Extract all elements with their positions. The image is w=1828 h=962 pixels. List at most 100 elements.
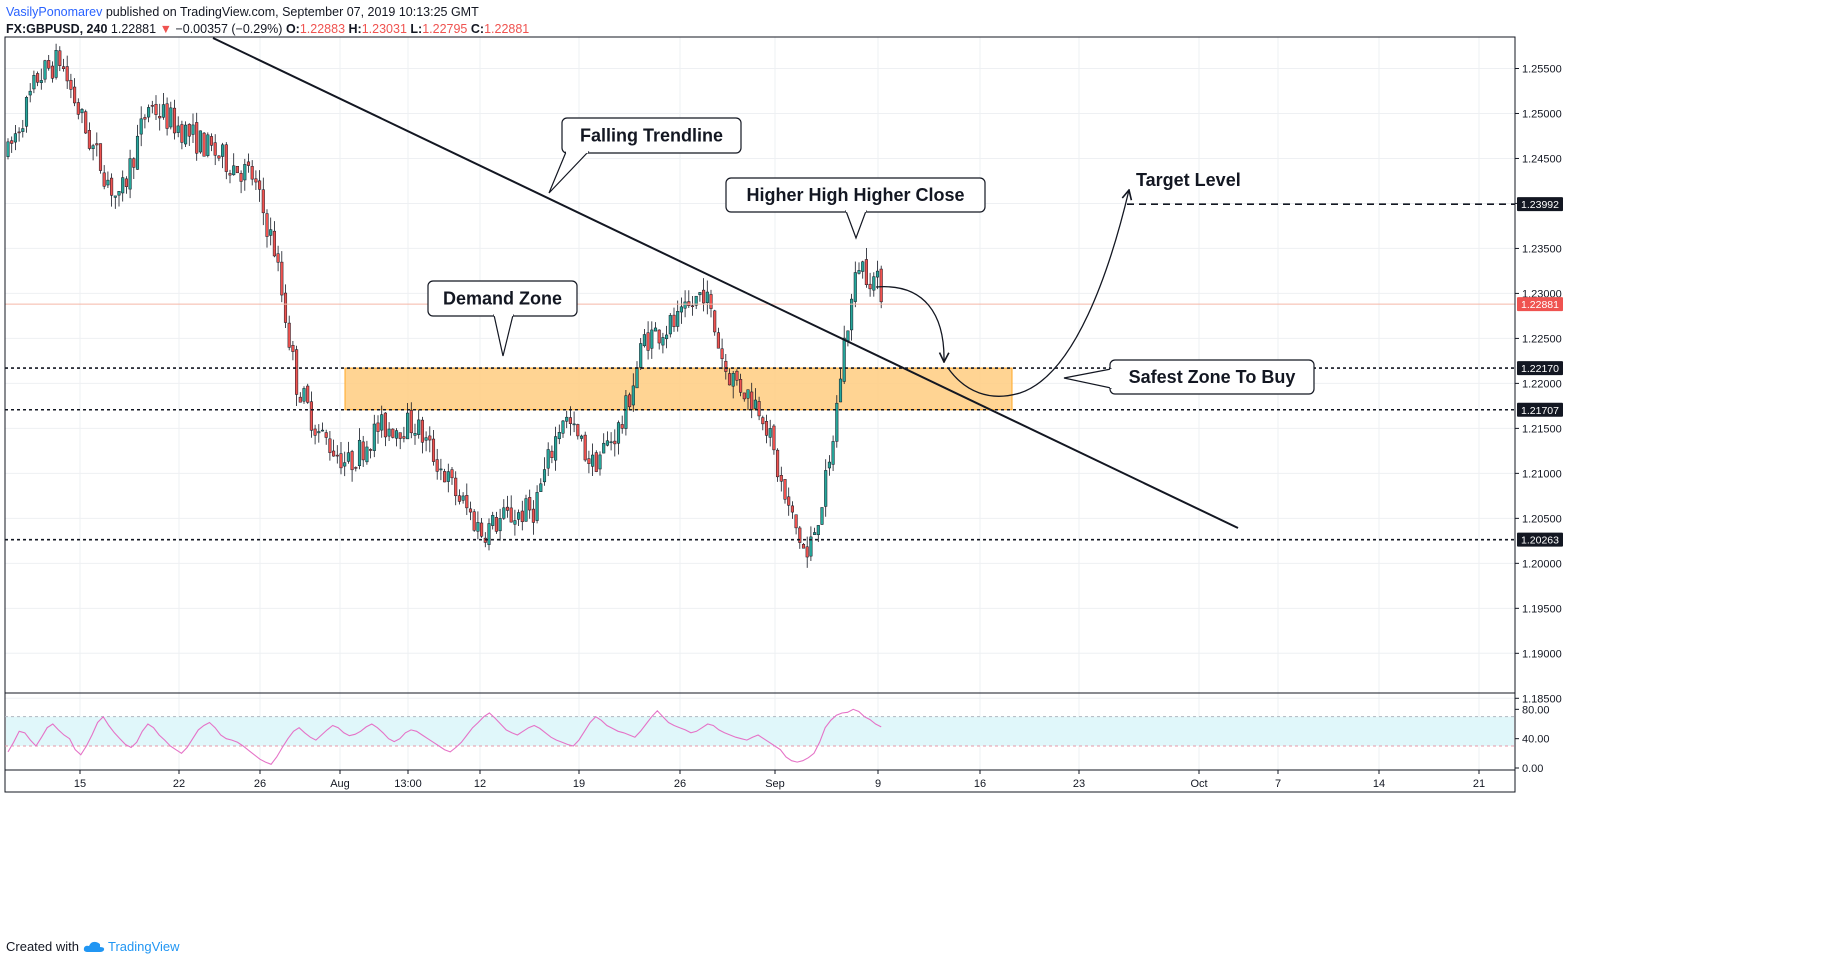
candle-body (609, 441, 613, 444)
candle (69, 73, 73, 99)
candle (184, 121, 188, 147)
candle-body (169, 107, 173, 128)
candle-body (472, 511, 476, 531)
candle-body (258, 180, 262, 190)
candle (787, 487, 791, 516)
candle-body (805, 546, 809, 558)
candle (539, 478, 543, 492)
candle (672, 307, 676, 332)
candle-body (110, 177, 114, 196)
candle (269, 217, 273, 246)
author-link[interactable]: VasilyPonomarev (6, 5, 103, 19)
candle (480, 517, 484, 538)
candle (594, 450, 598, 473)
candle-body (827, 461, 831, 469)
y-tick-label: 1.19500 (1522, 603, 1562, 615)
candle (147, 104, 151, 123)
publish-line: VasilyPonomarev published on TradingView… (6, 4, 529, 21)
candle-body (531, 508, 535, 523)
candle-body (243, 164, 247, 181)
candle (128, 149, 132, 199)
tradingview-logo[interactable]: TradingView (83, 939, 180, 954)
candle (727, 368, 732, 386)
rally-arrow (947, 190, 1129, 397)
candle-body (324, 432, 328, 438)
candle (757, 396, 761, 421)
candle-body (668, 315, 672, 335)
candle (764, 414, 769, 444)
candle (121, 170, 125, 202)
candle (531, 500, 535, 535)
candle (761, 415, 765, 431)
candle (117, 191, 121, 207)
candle-body (535, 492, 539, 521)
candle (383, 412, 387, 447)
candle (47, 54, 51, 71)
candle-body (198, 130, 202, 153)
candle-body (513, 520, 517, 525)
candle (835, 395, 839, 448)
plot-frame (4, 36, 1516, 793)
candle-body (628, 394, 632, 408)
candle-body (772, 425, 776, 451)
candle-body (846, 330, 850, 341)
candle-body (727, 373, 732, 386)
candle (232, 153, 236, 176)
candle (631, 373, 635, 412)
x-tick-label: 26 (674, 778, 686, 790)
candle (813, 527, 817, 536)
candle-body (461, 495, 465, 501)
candle (291, 340, 295, 361)
candle-body (813, 532, 817, 535)
candle-body (195, 122, 199, 154)
candle-body (135, 135, 140, 170)
candle-body (587, 458, 591, 464)
candle-body (343, 462, 347, 467)
candle-body (742, 392, 746, 400)
candle (258, 170, 262, 202)
x-tick-label: 14 (1373, 778, 1385, 790)
x-tick-label: 23 (1073, 778, 1085, 790)
candle (87, 122, 91, 151)
candle (154, 95, 158, 120)
candle (661, 332, 665, 354)
candle (739, 373, 743, 397)
candle (84, 109, 88, 135)
candle (583, 431, 587, 462)
candle (298, 392, 302, 403)
candle (39, 68, 43, 90)
candle-body (790, 505, 794, 513)
candle (13, 124, 17, 151)
candle-body (653, 327, 658, 332)
low-label: L: (410, 22, 423, 36)
candle-body (28, 90, 32, 96)
candle-body (798, 527, 802, 543)
candle (831, 435, 835, 472)
high-label: H: (348, 22, 362, 36)
candle-body (39, 80, 43, 83)
candle (417, 409, 421, 439)
candle-body (272, 230, 276, 257)
candle-body (84, 111, 88, 134)
candle (864, 248, 868, 288)
candle-body (591, 454, 595, 467)
candle-body (309, 401, 313, 431)
candle (10, 136, 14, 153)
x-tick-label: 12 (474, 778, 486, 790)
candle (306, 383, 310, 404)
candle (339, 442, 343, 475)
candle (861, 260, 865, 279)
candle (428, 426, 432, 453)
candle-body (709, 294, 713, 309)
candle-body (298, 396, 302, 403)
candle (779, 466, 783, 492)
tradingview-cloud-icon (83, 941, 105, 952)
candle-body (787, 496, 791, 506)
candle-body (128, 158, 132, 190)
candle (409, 402, 413, 439)
candle (143, 114, 147, 129)
demand-zone-callout: Demand Zone (427, 280, 578, 357)
candle (295, 345, 299, 407)
candle-body (524, 498, 528, 522)
